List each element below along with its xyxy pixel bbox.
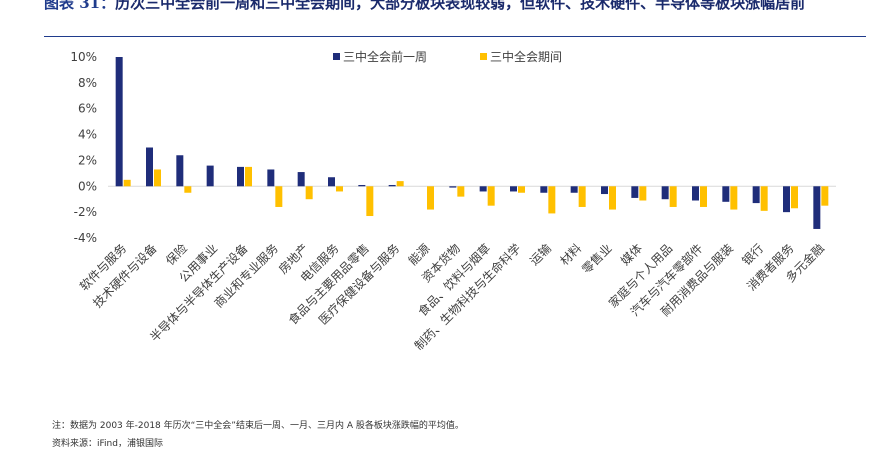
x-category-label: 运输 (526, 241, 554, 269)
y-tick-label: 0% (78, 179, 97, 193)
bar-series2 (245, 167, 252, 186)
bar-series2 (700, 186, 707, 207)
bar-series1 (631, 186, 638, 198)
legend-swatch-series2 (480, 53, 487, 60)
bar-series1 (116, 57, 123, 186)
bar-series1 (510, 186, 517, 191)
bar-series2 (821, 186, 828, 205)
y-tick-label: 8% (78, 76, 97, 90)
bar-series2 (397, 181, 404, 186)
y-tick-label: 10% (70, 50, 97, 64)
bar-series1 (601, 186, 608, 194)
bar-series1 (783, 186, 790, 212)
bar-series1 (298, 172, 305, 186)
bar-series2 (275, 186, 282, 207)
x-category-label: 保险 (162, 241, 190, 269)
bar-series2 (761, 186, 768, 211)
bar-series2 (154, 169, 161, 186)
y-tick-label: 2% (78, 153, 97, 167)
bar-series1 (207, 166, 214, 187)
bar-series2 (548, 186, 555, 213)
bar-series2 (518, 186, 525, 192)
bar-series1 (389, 185, 396, 186)
bar-series2 (457, 186, 464, 196)
bar-series2 (184, 186, 191, 192)
bar-series1 (146, 148, 153, 187)
bar-series2 (427, 186, 434, 209)
bar-series2 (579, 186, 586, 207)
bar-series1 (449, 186, 456, 187)
bar-series2 (366, 186, 373, 216)
y-tick-label: 4% (78, 128, 97, 142)
legend-label-series2: 三中全会期间 (490, 49, 562, 64)
legend-swatch-series1 (333, 53, 340, 60)
y-tick-label: -4% (74, 231, 97, 245)
bar-series1 (571, 186, 578, 192)
bar-series1 (662, 186, 669, 199)
bar-series1 (753, 186, 760, 203)
bar-series2 (730, 186, 737, 209)
bar-series2 (670, 186, 677, 207)
bar-series1 (813, 186, 820, 229)
bar-series1 (267, 169, 274, 186)
bar-series1 (358, 185, 365, 186)
bar-series1 (540, 186, 547, 192)
bar-series1 (480, 186, 487, 191)
bar-series2 (791, 186, 798, 208)
source-line: 资料来源：iFind，浦银国际 (52, 436, 163, 449)
x-category-label: 能源 (406, 241, 433, 268)
bar-series1 (328, 177, 335, 186)
bar-series2 (124, 180, 131, 186)
x-category-label: 媒体 (618, 241, 645, 268)
y-tick-label: -2% (74, 205, 97, 219)
y-tick-label: 6% (78, 102, 97, 116)
bar-series1 (722, 186, 729, 202)
bar-series1 (692, 186, 699, 200)
bar-series2 (639, 186, 646, 200)
x-category-label: 零售业 (579, 241, 615, 277)
x-category-label: 银行 (739, 241, 766, 268)
bar-series1 (237, 167, 244, 186)
bar-series2 (306, 186, 313, 199)
x-category-label: 材料 (557, 241, 584, 268)
bar-series2 (609, 186, 616, 209)
bar-series1 (176, 155, 183, 186)
bar-series2 (336, 186, 343, 191)
footnote: 注：数据为 2003 年-2018 年历次“三中全会”结束后一周、一月、三月内 … (52, 418, 464, 431)
legend-label-series1: 三中全会前一周 (343, 49, 427, 64)
bar-series2 (488, 186, 495, 205)
